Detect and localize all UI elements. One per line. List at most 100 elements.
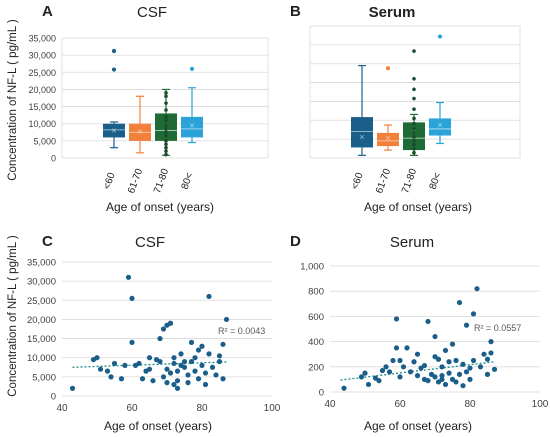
data-point (146, 355, 153, 361)
data-point (164, 101, 168, 105)
data-point (460, 383, 466, 389)
y-tick-label: 35,000 (28, 34, 56, 44)
mean-marker: × (111, 126, 116, 136)
x-tick-label: 80 (464, 399, 476, 410)
data-point (174, 378, 181, 384)
data-point (136, 360, 142, 367)
data-point (484, 356, 491, 362)
data-point (97, 366, 104, 372)
data-point (397, 374, 403, 380)
y-tick-label: 30,000 (27, 277, 56, 288)
outlier-point (111, 48, 117, 54)
data-point (164, 127, 168, 131)
data-point (412, 77, 416, 81)
box-61-70 (377, 132, 399, 147)
data-point (484, 371, 491, 377)
data-point (407, 369, 414, 375)
data-point (164, 94, 168, 99)
y-tick-label: 15,000 (27, 334, 56, 345)
data-point (446, 370, 452, 376)
data-point (199, 362, 205, 368)
data-point (94, 355, 100, 361)
data-point (185, 372, 191, 378)
data-point (481, 351, 487, 357)
x-category-label: 80< (428, 171, 444, 191)
data-point (470, 311, 477, 317)
data-point (379, 367, 386, 374)
data-point (164, 118, 168, 123)
data-point (435, 356, 442, 362)
data-point (164, 115, 168, 119)
data-point (470, 357, 477, 364)
data-point (160, 374, 167, 380)
box-<60 (103, 123, 125, 138)
data-point (195, 347, 202, 353)
data-point (365, 381, 372, 388)
data-point (358, 374, 365, 380)
data-point (139, 376, 146, 382)
data-point (199, 343, 205, 349)
panel-a-ylabel: Concentration of NF-L ( pg/mL ) (7, 19, 19, 181)
data-point (164, 139, 168, 143)
panel-c-title: CSF (135, 234, 165, 251)
data-point (167, 320, 174, 326)
data-point (188, 358, 195, 365)
outlier-point (385, 66, 391, 71)
data-point (453, 379, 459, 385)
x-category-label: <60 (350, 171, 366, 191)
x-tick-label: 60 (126, 403, 138, 414)
panel-c-xlabel: Age of onset (years) (104, 419, 212, 433)
data-point (164, 380, 170, 386)
x-category-label: 61-70 (126, 167, 145, 195)
data-point (425, 318, 431, 325)
data-point (202, 370, 209, 376)
data-point (488, 350, 494, 356)
data-point (129, 339, 135, 345)
x-tick-label: 40 (56, 403, 68, 414)
data-point (220, 376, 226, 382)
data-point (412, 127, 416, 131)
data-point (477, 364, 484, 370)
data-point (414, 373, 421, 379)
data-point (146, 366, 153, 372)
x-tick-label: 60 (394, 399, 406, 410)
trend-line (72, 361, 227, 368)
outlier-point (111, 67, 117, 72)
x-category-label: 80< (180, 171, 196, 191)
data-point (362, 370, 368, 376)
data-point (404, 345, 410, 351)
panel-d-title: Serum (390, 234, 434, 251)
outlier-point (189, 66, 195, 71)
data-point (412, 96, 416, 101)
data-point (341, 385, 347, 391)
data-point (188, 339, 195, 345)
data-point (216, 353, 223, 359)
y-tick-label: 600 (308, 312, 324, 323)
panel-d-xlabel: Age of onset (years) (364, 419, 472, 433)
y-tick-label: 10,000 (28, 119, 56, 129)
data-point (442, 381, 449, 388)
data-point (383, 364, 389, 370)
data-point (185, 380, 191, 386)
y-tick-label: 25,000 (27, 296, 56, 307)
y-tick-label: 0 (51, 392, 56, 403)
data-point (412, 143, 416, 147)
data-point (432, 374, 438, 380)
data-point (164, 152, 168, 157)
panel-letter-d: D (290, 233, 301, 250)
data-point (456, 299, 463, 306)
data-point (164, 91, 168, 95)
data-point (213, 372, 219, 378)
data-point (118, 376, 125, 382)
plots-layer: 0 5,000 10,000 15,000 20,000 25,000 30,000 35,0… (27, 25, 549, 414)
data-point (474, 286, 480, 292)
data-point (223, 316, 230, 323)
panel-b-title: Serum (369, 4, 416, 21)
panel-letter-c: C (42, 233, 53, 250)
y-tick-label: 15,000 (28, 102, 56, 112)
data-point (439, 364, 445, 370)
data-point (449, 341, 456, 347)
y-tick-label: 400 (308, 337, 324, 348)
data-point (206, 351, 212, 357)
y-tick-label: 0 (51, 154, 56, 164)
